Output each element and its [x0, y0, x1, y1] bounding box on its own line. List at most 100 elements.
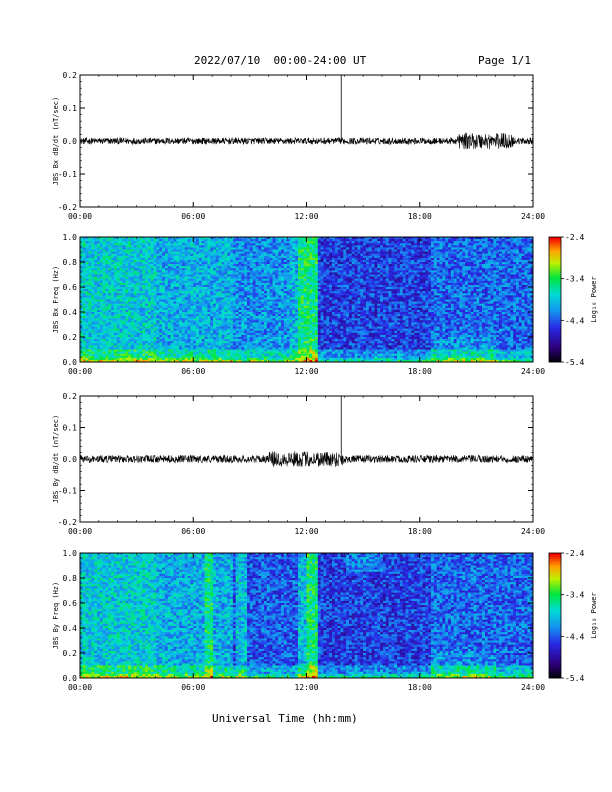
heatmap-cell: [122, 301, 126, 304]
heatmap-cell: [275, 237, 279, 240]
heatmap-cell: [164, 291, 169, 294]
heatmap-cell: [283, 307, 287, 311]
heatmap-cell: [300, 307, 304, 311]
heatmap-cell: [173, 278, 177, 282]
heatmap-cell: [221, 289, 225, 292]
heatmap-cell: [227, 322, 231, 325]
heatmap-cell: [303, 251, 307, 254]
heatmap-cell: [159, 349, 163, 352]
heatmap-cell: [147, 293, 152, 296]
heatmap-cell: [261, 237, 265, 240]
heatmap-cell: [96, 278, 101, 282]
heatmap-cell: [156, 314, 160, 317]
heatmap-cell: [241, 324, 245, 327]
heatmap-cell: [190, 259, 194, 263]
heatmap-cell: [179, 330, 183, 334]
heatmap-cell: [108, 284, 112, 288]
heatmap-cell: [108, 316, 112, 319]
heatmap-cell: [96, 318, 101, 321]
heatmap-cell: [295, 320, 299, 323]
heatmap-cell: [303, 332, 307, 336]
heatmap-cell: [258, 293, 262, 296]
heatmap-cell: [99, 284, 103, 288]
heatmap-cell: [128, 316, 132, 319]
heatmap-cell: [181, 318, 186, 321]
heatmap-cell: [102, 324, 106, 327]
heatmap-cell: [105, 316, 109, 319]
heatmap-cell: [300, 355, 304, 359]
heatmap-cell: [181, 293, 186, 296]
heatmap-cell: [91, 278, 95, 282]
heatmap-cell: [176, 334, 180, 338]
heatmap-cell: [264, 332, 268, 336]
heatmap-cell: [281, 255, 285, 259]
heatmap-cell: [116, 280, 120, 284]
heatmap-cell: [281, 241, 285, 244]
heatmap-cell: [108, 268, 112, 271]
heatmap-cell: [196, 295, 200, 298]
heatmap-cell: [221, 345, 225, 348]
heatmap-cell: [116, 284, 120, 288]
heatmap-cell: [102, 316, 106, 319]
heatmap-cell: [281, 339, 285, 342]
heatmap-cell: [201, 289, 205, 292]
heatmap-cell: [167, 316, 171, 319]
heatmap-cell: [111, 332, 115, 336]
heatmap-cell: [173, 282, 177, 286]
heatmap-cell: [281, 343, 285, 346]
heatmap-cell: [235, 328, 239, 332]
heatmap-cell: [184, 343, 188, 346]
heatmap-cell: [213, 305, 217, 309]
heatmap-cell: [281, 274, 285, 277]
heatmap-cell: [283, 289, 287, 292]
heatmap-cell: [244, 330, 248, 334]
heatmap-cell: [139, 289, 143, 292]
heatmap-cell: [119, 347, 123, 350]
heatmap-cell: [289, 295, 293, 298]
heatmap-cell: [201, 266, 205, 269]
heatmap-cell: [119, 247, 123, 250]
heatmap-cell: [85, 330, 89, 334]
heatmap-cell: [173, 287, 177, 290]
heatmap-cell: [116, 322, 120, 325]
heatmap-cell: [102, 339, 106, 342]
heatmap-cell: [247, 282, 251, 286]
heatmap-cell: [227, 278, 231, 282]
heatmap-cell: [179, 349, 183, 352]
heatmap-cell: [142, 307, 146, 311]
heatmap-cell: [82, 351, 86, 354]
heatmap-cell: [258, 299, 262, 302]
heatmap-cell: [85, 299, 89, 302]
heatmap-cell: [238, 309, 242, 313]
heatmap-cell: [122, 295, 126, 298]
heatmap-cell: [164, 247, 169, 250]
heatmap-cell: [230, 324, 234, 327]
heatmap-cell: [269, 345, 273, 348]
heatmap-cell: [187, 345, 191, 348]
heatmap-cell: [162, 330, 166, 334]
heatmap-cell: [232, 293, 237, 296]
heatmap-cell: [159, 357, 163, 361]
heatmap-cell: [159, 241, 163, 244]
heatmap-cell: [88, 270, 92, 273]
heatmap-cell: [116, 312, 120, 315]
heatmap-cell: [142, 270, 146, 273]
heatmap-cell: [258, 330, 262, 334]
heatmap-cell: [91, 322, 95, 325]
heatmap-cell: [111, 247, 115, 250]
heatmap-cell: [227, 274, 231, 277]
heatmap-cell: [275, 341, 279, 344]
heatmap-cell: [147, 305, 152, 309]
heatmap-cell: [215, 295, 220, 298]
heatmap-cell: [88, 330, 92, 334]
heatmap-cell: [232, 274, 237, 277]
heatmap-cell: [85, 309, 89, 313]
heatmap-cell: [210, 274, 214, 277]
heatmap-cell: [204, 259, 208, 263]
heatmap-cell: [82, 337, 86, 340]
heatmap-cell: [128, 343, 132, 346]
heatmap-cell: [298, 324, 302, 327]
heatmap-cells: [80, 237, 534, 363]
heatmap-cell: [230, 249, 234, 252]
heatmap-cell: [201, 278, 205, 282]
